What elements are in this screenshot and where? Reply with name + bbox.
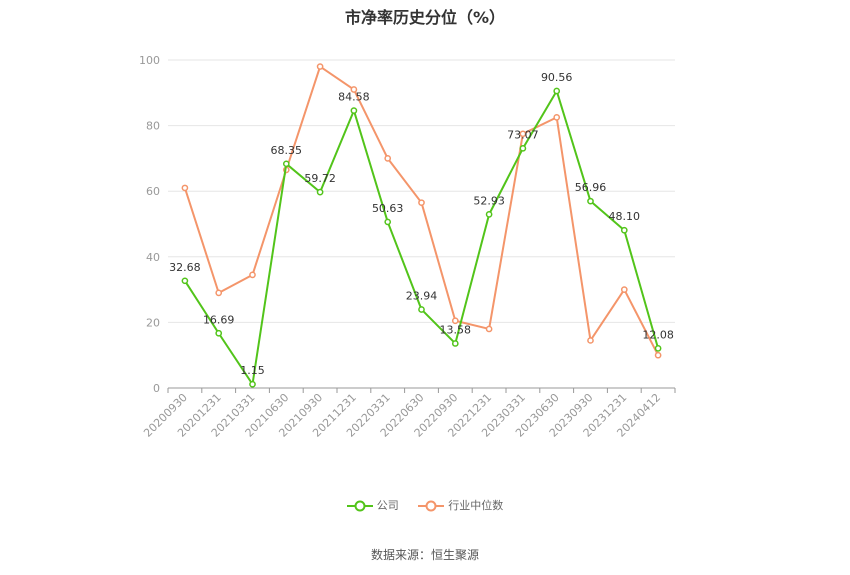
data-point-company	[553, 87, 561, 95]
data-label-company: 68.35	[271, 144, 303, 157]
data-label-company: 52.93	[473, 194, 505, 207]
data-point-company	[316, 188, 324, 196]
data-point-industry	[249, 271, 256, 279]
data-point-company	[620, 226, 628, 234]
data-point-company	[519, 144, 527, 152]
data-point-company	[249, 380, 256, 388]
data-point-company	[451, 340, 459, 347]
data-label-company: 48.10	[609, 210, 641, 223]
data-point-company	[282, 160, 290, 168]
data-point-company	[587, 197, 594, 205]
y-tick-label: 0	[153, 382, 160, 395]
data-point-company	[350, 107, 358, 114]
data-point-industry	[181, 184, 189, 192]
data-point-industry	[654, 351, 662, 359]
data-label-company: 12.08	[642, 328, 674, 341]
data-point-industry	[587, 337, 594, 344]
legend-marker-company	[346, 500, 373, 512]
series-line-company	[184, 89, 660, 386]
legend-marker-industry	[418, 500, 445, 512]
data-label-company: 13.58	[440, 323, 472, 336]
data-label-company: 84.58	[338, 91, 370, 104]
data-label-company: 59.72	[304, 172, 336, 185]
y-tick-label: 20	[146, 316, 160, 329]
data-point-company	[384, 218, 392, 226]
data-label-company: 73.07	[507, 128, 539, 141]
data-label-company: 1.15	[240, 364, 265, 377]
data-point-company	[654, 345, 662, 352]
data-point-industry	[451, 317, 459, 325]
series	[181, 63, 662, 388]
data-label-company: 32.68	[169, 261, 201, 274]
legend-label-industry: 行业中位数	[448, 499, 504, 512]
grid-lines	[168, 59, 675, 323]
data-point-industry	[316, 63, 324, 70]
data-point-industry	[215, 289, 223, 297]
data-point-company	[418, 306, 425, 313]
legend-item-company[interactable]: 公司	[346, 497, 399, 513]
data-label-company: 50.63	[372, 202, 404, 215]
data-label-company: 90.56	[541, 71, 573, 84]
data-point-industry	[485, 325, 493, 333]
y-tick-label: 80	[146, 120, 160, 133]
y-tick-label: 100	[139, 54, 160, 67]
chart-title: 市净率历史分位（%）	[344, 8, 506, 27]
data-point-company	[215, 329, 223, 337]
data-labels: 32.68 16.69 1.15 68.35 59.72 84.58 50.63 23.94 1…	[169, 71, 674, 377]
y-tick-label: 40	[146, 251, 160, 264]
data-label-company: 16.69	[203, 313, 235, 326]
data-point-industry	[620, 286, 628, 293]
legend-item-industry[interactable]: 行业中位数	[418, 497, 503, 513]
legend: 公司 行业中位数	[0, 497, 850, 513]
y-tick-label: 60	[146, 185, 160, 198]
legend-label-company: 公司	[376, 499, 399, 512]
data-point-company	[181, 277, 189, 285]
data-point-company	[485, 211, 493, 218]
data-label-company: 23.94	[406, 289, 438, 302]
data-source: 数据来源：恒生聚源	[370, 548, 479, 562]
axes: 0204060801002020093020201231202103312021…	[139, 54, 676, 440]
data-label-company: 56.96	[575, 181, 607, 194]
data-point-industry	[519, 130, 527, 138]
data-point-industry	[350, 86, 358, 93]
data-point-industry	[384, 155, 392, 162]
data-point-industry	[418, 199, 425, 207]
data-point-industry	[553, 114, 561, 121]
